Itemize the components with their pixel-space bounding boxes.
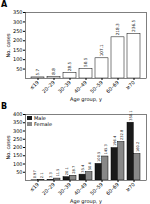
svg-text:60–69: 60–69	[105, 79, 120, 94]
svg-text:≤19: ≤19	[28, 181, 40, 193]
svg-text:200: 200	[13, 37, 23, 43]
svg-text:160.2: 160.2	[136, 142, 140, 152]
svg-text:50: 50	[16, 169, 22, 175]
svg-text:20–29: 20–29	[41, 181, 56, 196]
svg-text:≤19: ≤19	[28, 79, 40, 91]
html-text:Female: Female	[34, 121, 53, 127]
svg-text:150: 150	[13, 152, 23, 158]
svg-text:≥70: ≥70	[124, 181, 136, 193]
svg-text:300: 300	[13, 128, 23, 134]
svg-text:50–59: 50–59	[89, 181, 104, 196]
svg-text:236.5: 236.5	[131, 20, 136, 32]
svg-text:28.5: 28.5	[67, 61, 72, 71]
svg-text:Age group, y: Age group, y	[70, 198, 102, 204]
html-text:Male: Male	[34, 115, 46, 121]
svg-text:8.8: 8.8	[51, 68, 56, 75]
svg-text:50–59: 50–59	[89, 79, 104, 94]
svg-text:40–49: 40–49	[73, 181, 88, 196]
svg-text:50.4: 50.4	[88, 161, 92, 170]
svg-text:200: 200	[13, 144, 23, 150]
svg-text:400: 400	[13, 111, 23, 117]
svg-text:11.5: 11.5	[56, 169, 60, 177]
svg-text:60–69: 60–69	[105, 181, 120, 196]
svg-text:196.4: 196.4	[113, 135, 117, 146]
svg-text:250: 250	[13, 136, 23, 142]
svg-text:20–29: 20–29	[41, 79, 56, 94]
svg-text:No. cases: No. cases	[5, 33, 11, 57]
svg-text:100.5: 100.5	[97, 152, 101, 162]
svg-text:30–39: 30–39	[57, 181, 72, 196]
svg-text:218.3: 218.3	[115, 23, 120, 35]
svg-text:2.1: 2.1	[40, 172, 44, 178]
svg-text:50.5: 50.5	[83, 57, 88, 67]
svg-text:150: 150	[13, 47, 23, 53]
svg-text:107.1: 107.1	[99, 44, 104, 56]
svg-text:5.7: 5.7	[35, 68, 40, 75]
svg-text:232.8: 232.8	[120, 129, 124, 140]
svg-text:Age group, y: Age group, y	[70, 95, 102, 102]
svg-text:3.3: 3.3	[49, 172, 53, 178]
svg-text:20.1: 20.1	[65, 167, 69, 175]
svg-text:100: 100	[13, 161, 23, 167]
svg-text:350.1: 350.1	[129, 110, 133, 120]
html-text:B: B	[1, 102, 8, 111]
svg-text:350: 350	[13, 119, 23, 125]
svg-text:≥70: ≥70	[124, 79, 136, 91]
svg-text:40–49: 40–49	[73, 79, 88, 94]
svg-text:250: 250	[13, 28, 23, 34]
svg-text:300: 300	[13, 19, 23, 25]
svg-text:0.97: 0.97	[33, 170, 37, 178]
svg-text:145.3: 145.3	[104, 144, 108, 154]
svg-text:350: 350	[13, 9, 23, 15]
svg-text:30–39: 30–39	[57, 79, 72, 94]
svg-text:28.7: 28.7	[72, 166, 76, 174]
html-text:A: A	[1, 0, 8, 9]
svg-text:100: 100	[13, 56, 23, 62]
svg-text:35.4: 35.4	[81, 164, 85, 173]
svg-text:50: 50	[16, 66, 22, 72]
svg-text:No. cases: No. cases	[5, 135, 11, 159]
